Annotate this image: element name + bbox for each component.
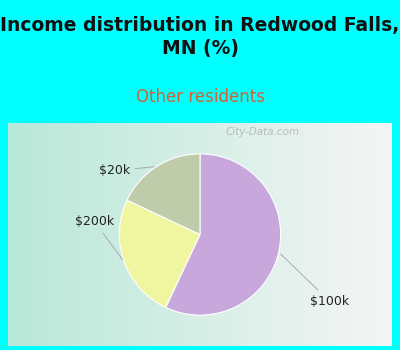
Text: Other residents: Other residents — [136, 88, 264, 105]
Text: $200k: $200k — [75, 215, 122, 260]
Wedge shape — [127, 154, 200, 234]
Text: City-Data.com: City-Data.com — [226, 127, 300, 137]
Wedge shape — [119, 200, 200, 307]
Text: $20k: $20k — [98, 164, 154, 177]
Text: $100k: $100k — [281, 254, 349, 308]
Text: Income distribution in Redwood Falls,
MN (%): Income distribution in Redwood Falls, MN… — [0, 16, 400, 58]
Wedge shape — [166, 154, 281, 315]
